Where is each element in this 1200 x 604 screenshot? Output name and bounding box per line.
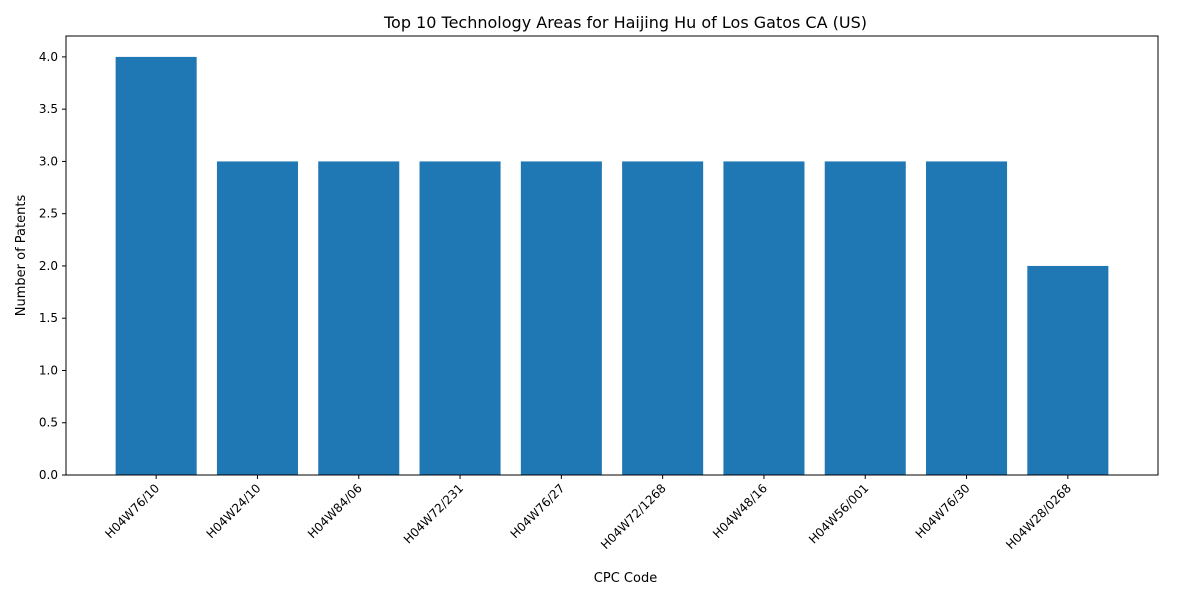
y-tick-label: 2.5 <box>39 207 58 221</box>
bar-H04W28/0268 <box>1027 266 1108 475</box>
bars-layer <box>116 57 1109 475</box>
y-tick-label: 0.0 <box>39 468 58 482</box>
y-tick-label: 0.5 <box>39 416 58 430</box>
bar-H04W56/001 <box>825 161 906 475</box>
bar-H04W72/1268 <box>622 161 703 475</box>
x-tick-label: H04W76/27 <box>508 481 568 541</box>
x-tick-label: H04W76/10 <box>102 481 162 541</box>
bar-H04W76/30 <box>926 161 1007 475</box>
y-axis: 0.0 0.5 1.0 1.5 2.0 2.5 3.0 3.5 4.0 <box>39 50 66 482</box>
x-axis: H04W76/10 H04W24/10 H04W84/06 H04W72/231 H04… <box>102 475 1074 552</box>
x-tick-label: H04W28/0268 <box>1003 481 1074 552</box>
bar-H04W84/06 <box>318 161 399 475</box>
x-tick-label: H04W48/16 <box>710 481 770 541</box>
y-tick-label: 3.0 <box>39 154 58 168</box>
y-tick-label: 4.0 <box>39 50 58 64</box>
x-tick-label: H04W72/1268 <box>598 481 669 552</box>
y-axis-label: Number of Patents <box>14 195 29 317</box>
y-tick-label: 3.5 <box>39 102 58 116</box>
bar-H04W76/27 <box>521 161 602 475</box>
x-tick-label: H04W24/10 <box>204 481 264 541</box>
x-tick-label: H04W56/001 <box>806 481 871 546</box>
y-tick-label: 2.0 <box>39 259 58 273</box>
chart-title: Top 10 Technology Areas for Haijing Hu o… <box>383 13 867 32</box>
x-tick-label: H04W72/231 <box>401 481 466 546</box>
bar-H04W48/16 <box>723 161 804 475</box>
y-tick-label: 1.0 <box>39 363 58 377</box>
x-tick-label: H04W84/06 <box>305 481 365 541</box>
bar-H04W72/231 <box>420 161 501 475</box>
y-tick-label: 1.5 <box>39 311 58 325</box>
bar-H04W24/10 <box>217 161 298 475</box>
x-tick-label: H04W76/30 <box>913 481 973 541</box>
bar-H04W76/10 <box>116 57 197 475</box>
x-axis-label: CPC Code <box>594 571 657 586</box>
